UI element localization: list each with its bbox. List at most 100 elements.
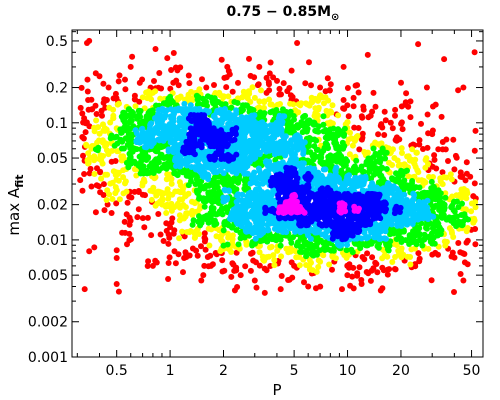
data-point [375, 244, 382, 251]
data-point [208, 138, 215, 145]
data-point [425, 130, 432, 137]
data-point [355, 205, 362, 212]
data-point [373, 184, 380, 191]
y-tick-label: 0.1 [46, 116, 68, 132]
data-point [140, 176, 147, 183]
data-point [458, 212, 465, 218]
data-point [282, 222, 289, 229]
data-point [229, 88, 236, 95]
data-point [223, 84, 230, 91]
data-point [409, 146, 416, 153]
data-point [199, 76, 205, 83]
data-point [356, 227, 363, 234]
data-point [174, 131, 181, 138]
data-point [163, 220, 170, 227]
data-point [218, 156, 225, 162]
data-point [251, 74, 258, 81]
data-point [280, 139, 287, 146]
data-point [195, 125, 202, 132]
data-point [122, 86, 129, 93]
data-point [460, 84, 467, 91]
data-point [204, 93, 211, 100]
data-point [139, 125, 146, 132]
data-point [107, 119, 114, 126]
data-point [137, 170, 144, 177]
data-point [87, 165, 94, 172]
data-point [139, 215, 146, 222]
y-tick-label: 0.2 [46, 81, 68, 97]
data-point [163, 202, 170, 209]
y-tick-label: 0.05 [37, 151, 68, 167]
data-point [418, 120, 424, 127]
data-point [464, 237, 471, 244]
data-point [262, 210, 269, 216]
data-point [372, 103, 379, 110]
data-point [314, 234, 321, 241]
data-point [175, 251, 182, 258]
data-point [447, 171, 454, 178]
data-point [131, 166, 138, 173]
data-point [267, 244, 273, 251]
data-point [158, 153, 165, 160]
data-point [415, 169, 422, 176]
data-point [202, 246, 209, 253]
data-point [335, 132, 342, 139]
data-point [463, 228, 470, 235]
data-point [190, 156, 197, 163]
data-point [240, 152, 247, 159]
data-point [315, 264, 322, 270]
data-point [85, 106, 92, 113]
data-point [159, 201, 166, 208]
x-tick-label: 0.5 [106, 363, 128, 379]
data-point [297, 222, 304, 229]
data-point [332, 229, 339, 236]
data-point [139, 76, 146, 83]
data-point [367, 277, 374, 284]
data-point [437, 198, 444, 205]
data-point [456, 218, 463, 225]
data-point [185, 72, 192, 79]
data-point [165, 260, 172, 266]
data-point [293, 242, 300, 249]
data-point [256, 249, 263, 256]
data-point [173, 135, 179, 142]
data-point [415, 41, 422, 48]
data-point [319, 160, 326, 167]
data-point [96, 155, 103, 162]
data-point [185, 115, 192, 122]
data-point [263, 158, 270, 165]
data-point [200, 170, 207, 177]
data-point [324, 144, 331, 151]
data-point [276, 199, 283, 206]
data-point [258, 231, 265, 238]
data-point [439, 214, 446, 221]
data-point [243, 220, 250, 227]
data-point [134, 214, 141, 221]
data-point [103, 97, 110, 103]
data-point [377, 159, 383, 166]
data-point [276, 85, 283, 92]
data-point [308, 82, 314, 89]
data-point [453, 154, 460, 161]
data-point [394, 229, 401, 236]
data-point [415, 214, 422, 221]
data-point [270, 252, 277, 259]
x-tick-label: 50 [463, 363, 481, 379]
data-point [403, 90, 410, 97]
data-point [413, 149, 420, 156]
data-point [211, 169, 217, 176]
y-axis-title: max Afit [5, 174, 26, 235]
data-point [340, 63, 347, 70]
data-point [457, 271, 464, 277]
data-point [287, 147, 294, 154]
data-point [208, 196, 215, 203]
data-point [92, 209, 99, 216]
data-point [145, 258, 152, 265]
data-point [229, 239, 236, 246]
data-point [451, 166, 458, 173]
data-point [392, 178, 399, 185]
data-point [154, 200, 161, 207]
data-point [156, 70, 163, 76]
data-point [116, 72, 123, 79]
